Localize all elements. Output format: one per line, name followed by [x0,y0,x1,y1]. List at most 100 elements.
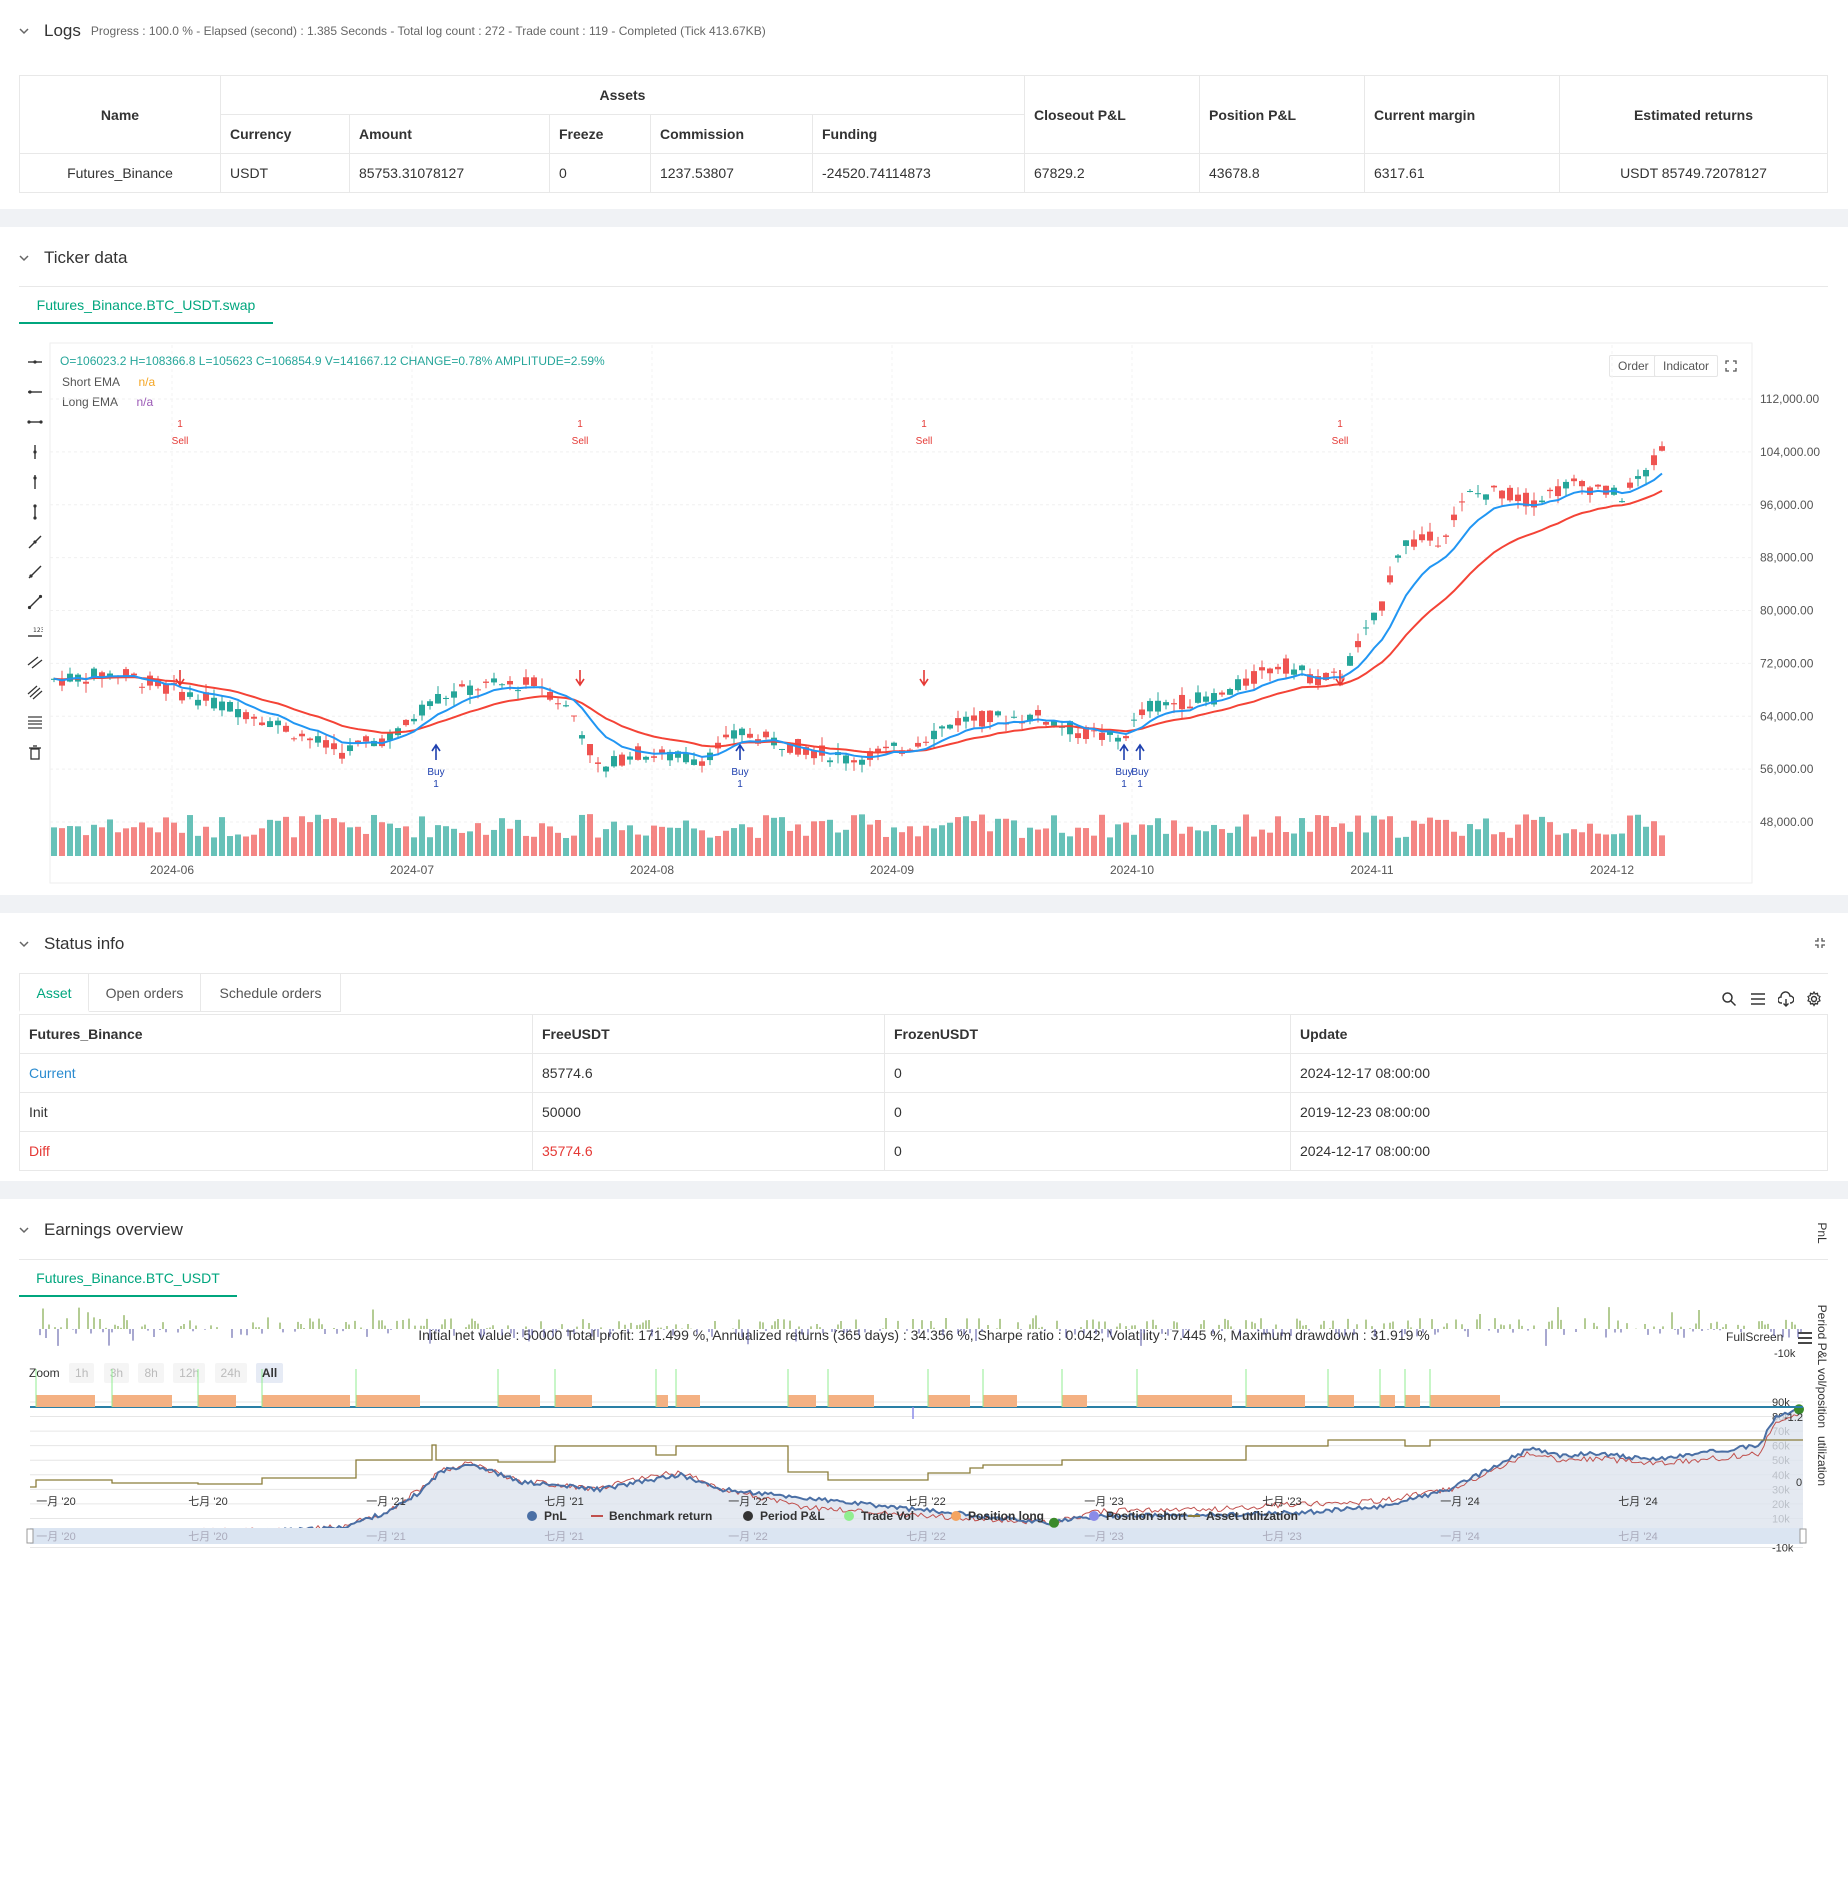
volume-bar [1083,828,1089,856]
candle-body [611,756,617,767]
volume-bar [1427,817,1433,856]
axis-title: Period P&L [1815,1305,1829,1366]
volume-bar [891,827,897,856]
horizontal-ray-icon[interactable] [27,384,43,400]
legend-item: PnL [527,1509,567,1523]
vertical-ray-icon[interactable] [27,474,43,490]
candle-body [1227,689,1233,695]
candle-body [235,709,241,718]
cell-frozen: 0 [884,1092,1291,1132]
candle-body [371,740,377,747]
col-closeout: Closeout P&L [1024,75,1200,154]
zoom-all[interactable]: All [255,1363,284,1383]
zoom-24h[interactable]: 24h [214,1363,247,1383]
position-long-block [1380,1395,1395,1407]
trash-icon[interactable] [27,744,43,760]
chevron-down-icon[interactable] [18,25,30,37]
expand-icon[interactable] [1725,360,1737,372]
legend-swatch [1089,1511,1099,1521]
vertical-segment-icon[interactable] [27,504,43,520]
candle-body [1643,469,1649,477]
fibonacci-channel-icon[interactable] [27,684,43,700]
ray-line-icon[interactable] [27,564,43,580]
fibonacci-lines-icon[interactable] [27,714,43,730]
chevron-down-icon[interactable] [18,252,30,264]
earnings-chart[interactable]: 90k80k70k60k50k40k30k20k10k0-10k-10k-1.2… [0,1199,1848,1881]
volume-bar [267,819,273,856]
status-header[interactable]: Status info [18,934,124,954]
legend-item: Trade Vol [844,1509,914,1523]
navigator-handle-left [26,1528,34,1544]
tab-ticker-symbol[interactable]: Futures_Binance.BTC_USDT.swap [19,286,273,324]
candle-body [187,692,193,697]
fullscreen-button[interactable]: FullScreen [1726,1330,1783,1344]
ticker-header[interactable]: Ticker data [18,248,127,268]
menu-icon[interactable] [1797,1330,1813,1346]
parallel-channel-icon[interactable] [27,654,43,670]
candle-body [1523,492,1529,507]
indicator-button[interactable]: Indicator [1654,355,1719,377]
trend-line-icon[interactable] [27,534,43,550]
tab-earnings-symbol[interactable]: Futures_Binance.BTC_USDT [19,1259,237,1297]
axis-title: utilization [1815,1436,1829,1486]
sell-marker: 1 Sell [572,419,588,687]
horizontal-segment-icon[interactable] [27,414,43,430]
zoom-8h[interactable]: 8h [138,1363,164,1383]
tab-schedule-orders[interactable]: Schedule orders [201,973,341,1012]
volume-bar [483,834,489,856]
price-line-icon[interactable]: 123 [27,624,43,640]
cell-update: 2024-12-17 08:00:00 [1290,1053,1828,1093]
zoom-1h[interactable]: 1h [69,1363,95,1383]
volume-bar [819,821,825,856]
candle-body [1203,696,1209,702]
candle-body [763,731,769,738]
position-long-block [36,1395,95,1407]
row-label-current[interactable]: Current [19,1053,533,1093]
chevron-down-icon[interactable] [18,1224,30,1236]
volume-bar [1595,833,1601,856]
search-icon[interactable] [1721,991,1737,1007]
candle-body [1139,709,1145,716]
candle-body [771,737,777,746]
gear-icon[interactable] [1806,991,1822,1007]
collapse-icon[interactable] [1814,937,1826,949]
candle-body [1515,494,1521,502]
logs-header[interactable]: Logs Progress : 100.0 % - Elapsed (secon… [18,21,766,41]
horizontal-line-icon[interactable] [27,354,43,370]
segment-line-icon[interactable] [27,594,43,610]
volume-bar [1435,819,1441,856]
legend-label: Trade Vol [861,1509,914,1523]
list-icon[interactable] [1750,991,1766,1007]
earnings-header[interactable]: Earnings overview [18,1220,183,1240]
tab-open-orders[interactable]: Open orders [89,973,201,1012]
volume-bar [1483,818,1489,856]
position-long-block [356,1395,420,1407]
order-button[interactable]: Order [1609,355,1658,377]
legend-label: Asset utilization [1206,1509,1298,1523]
zoom-12h[interactable]: 12h [173,1363,206,1383]
candle-body [635,746,641,760]
volume-bar [611,821,617,856]
sell-marker: 1 Sell [1332,419,1348,687]
vertical-line-icon[interactable] [27,444,43,460]
candle-body [1603,485,1609,495]
volume-bar [803,835,809,856]
candle-body [1467,490,1473,492]
volume-bar [251,834,257,856]
navigator-tick: 七月 '21 [544,1530,583,1543]
candle-body [1131,719,1137,721]
candle-body [1331,671,1337,673]
candle-body [467,685,473,695]
volume-bar [771,817,777,856]
candle-body [515,690,521,692]
candle-body [1411,539,1417,547]
legend-long-ema-value: n/a [136,395,154,409]
tab-asset[interactable]: Asset [19,973,89,1012]
candle-body [99,672,105,679]
chevron-down-icon[interactable] [18,938,30,950]
cloud-download-icon[interactable] [1778,991,1794,1007]
candle-body [547,692,553,700]
candlestick-chart[interactable]: 112,000.00 104,000.00 96,000.00 88,000.00 80… [0,227,1848,895]
zoom-3h[interactable]: 3h [103,1363,130,1383]
candle-body [267,721,273,727]
